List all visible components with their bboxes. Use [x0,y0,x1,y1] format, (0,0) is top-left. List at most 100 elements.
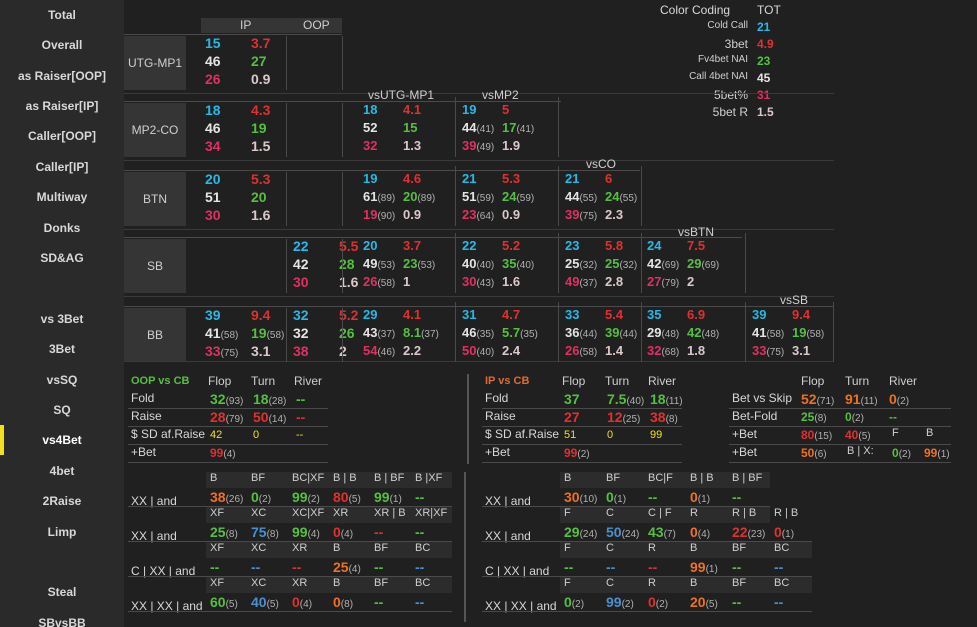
sidebar-item-donks[interactable]: Donks [0,213,124,243]
sidebar-item-vs-3bet[interactable]: vs 3Bet [0,304,124,334]
ip-oop-header: IP OOP [201,18,342,33]
stat-value: 15 [205,35,221,51]
stat-value: 20 [251,189,267,205]
stat-sample-size: (79) [661,278,680,289]
oop-header: OOP [303,18,330,32]
ip-vs-cb-cell: 99 [650,429,663,441]
column-divider [833,302,834,362]
table-row-divider [128,576,452,577]
xx-right-cell: -- [732,594,742,610]
sidebar-item-label: Overall [41,38,83,52]
xx-right-head: B [564,472,572,484]
sidebar-item-as-raiser-oop-[interactable]: as Raiser[OOP] [0,61,124,91]
xx-right-head: C [606,507,614,519]
sidebar-item-as-raiser-ip-[interactable]: as Raiser[IP] [0,91,124,121]
sidebar-item-label: Total [48,8,76,22]
sidebar-item-2raise[interactable]: 2Raise [0,486,124,516]
stat-value: 50(40) [462,343,495,358]
xx-right-head: C [606,577,614,589]
sidebar-item-vs4bet[interactable]: vs4Bet [0,425,124,455]
xx-left-row-label: XX | and [131,529,177,543]
sidebar-item-caller-oop-[interactable]: Caller[OOP] [0,121,124,151]
stat-sample-size: (41) [476,124,495,135]
sample-size: (23) [747,529,766,540]
xx-right-cell: -- [774,559,784,575]
sidebar-item-sq[interactable]: SQ [0,395,124,425]
stat-sample-size: (40) [476,260,495,271]
xx-left-cell: -- [374,524,384,540]
stat-sample-size: (89) [417,193,436,204]
xx-left-cell: 80(5) [333,489,361,505]
sample-size: (14) [268,414,287,425]
sidebar-item-caller-ip-[interactable]: Caller[IP] [0,152,124,182]
sample-size: (2) [577,449,590,460]
sample-size: (4) [299,599,313,610]
table-row-divider [482,408,682,409]
oop-vs-cb-cell: -- [296,409,306,425]
column-divider [641,233,642,293]
legend-title: Color Coding [660,3,731,17]
legend-label: Call 4bet NAI [689,71,748,82]
sample-size: (1) [705,564,718,575]
bet-cell: 80(15) [801,428,833,442]
xx-right-head: B [690,542,698,554]
table-row-divider [482,506,770,507]
row-divider [124,34,342,35]
sidebar-item-overall[interactable]: Overall [0,30,124,60]
stat-value: 9.4 [251,307,271,323]
stat-value: 29(48) [647,325,680,340]
sample-size: (71) [816,396,835,407]
sidebar-item-total[interactable]: Total [0,0,124,30]
sidebar-item-vssq[interactable]: vsSQ [0,365,124,395]
sidebar-item-4bet[interactable]: 4bet [0,456,124,486]
column-divider [558,302,559,362]
stat-value: 1.4 [605,343,624,358]
sidebar-item-3bet[interactable]: 3Bet [0,334,124,364]
stat-value: 5.4 [605,307,624,322]
table-row-divider [128,611,452,612]
stat-value: 18 [363,102,378,117]
column-divider [745,233,746,293]
table-row-divider [128,462,328,463]
stat-sample-size: (55) [579,193,598,204]
table-row-divider [729,444,951,445]
sample-size: (5) [348,494,361,505]
stat-value: 46(35) [462,325,495,340]
stat-sample-size: (53) [417,260,436,271]
xx-right-cell: 0(1) [606,489,627,505]
sample-size: (1) [697,494,711,505]
stat-value: 5.8 [605,238,624,253]
sidebar-item-sbvsbb[interactable]: SBvsBB [0,608,124,627]
sample-size: (8) [665,414,678,425]
xx-left-head: BC [415,542,431,554]
column-divider [745,302,746,362]
xx-left-head: BF [374,542,389,554]
xx-right-cell: 99(1) [690,559,718,575]
sidebar-item-label: as Raiser[IP] [25,99,99,113]
legend-value: 23 [757,54,771,68]
stat-value: 2.8 [605,274,624,289]
xx-right-head: BF [606,472,621,484]
stat-value: 19 [363,171,378,186]
sidebar-item-sd-ag[interactable]: SD&AG [0,243,124,273]
xx-right-cell: -- [648,559,658,575]
xx-right-cell: 0(1) [690,489,711,505]
xx-left-cell: 38(26) [210,489,244,505]
row-divider [124,296,834,297]
xx-right-head: R [648,542,656,554]
oop-vs-cb-cell: -- [296,429,304,441]
xx-left-head: XC [251,542,267,554]
xx-left-cell: -- [251,559,261,575]
stat-value: 5.3 [502,171,521,186]
stat-value: 20 [363,238,378,253]
ip-vs-cb-cell: 99(2) [564,446,590,460]
stat-value: 33(75) [752,343,785,358]
column-divider [558,233,559,293]
column-divider [286,36,287,90]
sidebar-item-limp[interactable]: Limp [0,517,124,547]
xx-left-cell: 99(4) [292,524,320,540]
sidebar-item-steal[interactable]: Steal [0,577,124,607]
sidebar-item-multiway[interactable]: Multiway [0,182,124,212]
legend-label: 5bet% [713,88,748,102]
stat-value: 1.6 [251,207,271,223]
